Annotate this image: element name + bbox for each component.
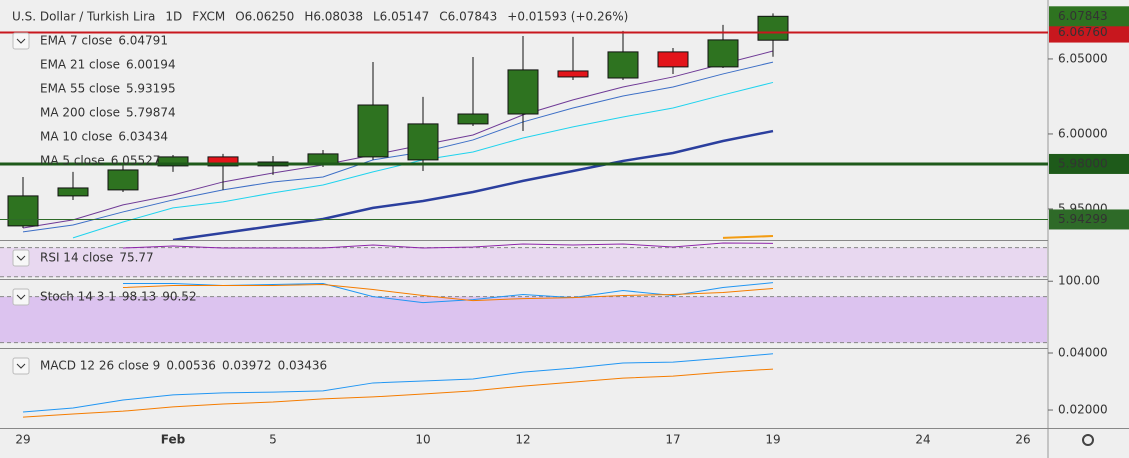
indicator-line: [172, 129, 774, 240]
indicator-line: [122, 284, 774, 302]
legend-value: 0.00536: [166, 359, 216, 373]
price-label: 6.07843: [1058, 9, 1108, 23]
indicator-line: [122, 242, 774, 249]
x-tick-label: 17: [665, 433, 680, 447]
settings-icon[interactable]: [1082, 434, 1094, 446]
level-label: 6.06760: [1058, 25, 1108, 39]
legend-name: Stoch 14 3 1: [40, 290, 116, 304]
ohlc-value: O6.06250: [235, 10, 294, 24]
collapse-button[interactable]: [12, 357, 30, 375]
candle-body: [57, 187, 89, 197]
collapse-button[interactable]: [12, 32, 30, 50]
legend-value: 90.52: [162, 290, 196, 304]
x-tick-label: 24: [915, 433, 930, 447]
price-label-box: [1049, 6, 1129, 27]
indicator-line: [722, 235, 774, 239]
legend-value: 75.77: [119, 251, 153, 265]
candle-body: [407, 123, 439, 161]
candle-body: [107, 169, 139, 191]
gear[interactable]: [1082, 434, 1094, 446]
y-tick-label: 6.00000: [1058, 126, 1108, 140]
x-tick-label: 12: [515, 433, 530, 447]
legend-name: EMA 21 close: [40, 58, 120, 72]
indicator-line: [22, 61, 774, 233]
legend-name: EMA 7 close: [40, 34, 112, 48]
indicator-line: [22, 368, 774, 418]
candle-body: [607, 51, 639, 79]
legend-name: EMA 55 close: [40, 82, 120, 96]
y-tick-label: 0.04000: [1058, 345, 1108, 359]
pane: [7, 13, 789, 240]
pane: [0, 242, 1047, 278]
candle-body: [657, 51, 689, 68]
candle-body: [707, 39, 739, 68]
indicator-line: [22, 353, 774, 413]
collapse-arrow: [16, 363, 26, 369]
candle-body: [557, 70, 589, 78]
level-label: 5.98000: [1058, 156, 1108, 170]
y-tick-label: 0.02000: [1058, 403, 1108, 417]
level-label-box: [1049, 22, 1129, 43]
candle-body: [7, 195, 39, 227]
band: [0, 247, 1047, 277]
x-tick-label: Feb: [161, 433, 186, 447]
candle-body: [357, 104, 389, 158]
source: FXCM: [192, 10, 225, 24]
legend-value: 6.05527: [111, 154, 161, 168]
candle-body: [757, 15, 789, 41]
legend-name: MA 10 close: [40, 130, 112, 144]
legend-value: 5.79874: [126, 106, 176, 120]
band: [0, 296, 1047, 343]
pane: [22, 353, 774, 418]
pane: [0, 282, 1047, 344]
legend-name: MACD 12 26 close 9: [40, 359, 160, 373]
legend-value: 98.13: [122, 290, 156, 304]
y-tick-label: 100.00: [1058, 274, 1100, 288]
collapse-button[interactable]: [12, 288, 30, 306]
indicator-line: [22, 50, 774, 229]
legend-value: 6.03434: [118, 130, 168, 144]
x-tick-label: 29: [15, 433, 30, 447]
candle-body: [507, 69, 539, 115]
candle-body: [457, 113, 489, 125]
candle-body: [157, 156, 189, 167]
legend-value: 5.93195: [126, 82, 176, 96]
level-label-box: [1049, 153, 1129, 174]
legend-name: MA 200 close: [40, 106, 120, 120]
legend-value: 0.03972: [222, 359, 272, 373]
x-tick-label: 10: [415, 433, 430, 447]
legend-name: RSI 14 close: [40, 251, 113, 265]
interval: 1D: [165, 10, 182, 24]
collapse-button[interactable]: [12, 249, 30, 267]
candle-body: [307, 153, 339, 165]
collapse-arrow: [16, 38, 26, 44]
x-tick-label: 5: [269, 433, 277, 447]
legend-value: 6.04791: [118, 34, 168, 48]
y-tick-label: 6.05000: [1058, 51, 1108, 65]
level-label-box: [1049, 209, 1129, 230]
legend-value: 0.03436: [278, 359, 328, 373]
price-change: +0.01593 (+0.26%): [507, 10, 628, 24]
x-tick-label: 19: [765, 433, 780, 447]
legend-name: MA 5 close: [40, 154, 105, 168]
symbol-title: U.S. Dollar / Turkish Lira: [12, 10, 155, 24]
collapse-arrow: [16, 294, 26, 300]
legend-value: 6.00194: [126, 58, 176, 72]
level-label: 5.94299: [1058, 212, 1108, 226]
ohlc-value: C6.07843: [439, 10, 497, 24]
collapse-arrow: [16, 255, 26, 261]
x-tick-label: 26: [1015, 433, 1030, 447]
ohlc-value: L6.05147: [373, 10, 429, 24]
candle-body: [207, 156, 239, 167]
ohlc-value: H6.08038: [304, 10, 363, 24]
